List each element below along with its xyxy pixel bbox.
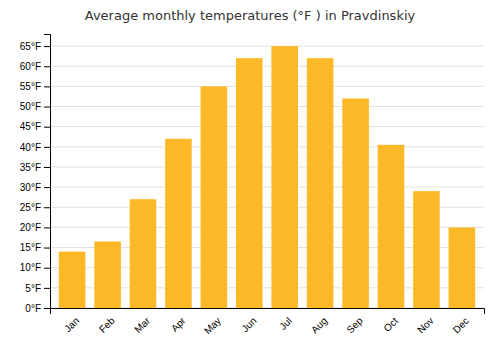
bar	[271, 46, 298, 308]
bar	[201, 86, 228, 308]
y-tick-label: 65°F	[20, 41, 41, 52]
x-tick-label: Sep	[344, 315, 365, 336]
x-tick: Aug	[309, 315, 329, 335]
y-tick: 65°F	[20, 41, 50, 52]
x-tick-label: Oct	[381, 315, 400, 334]
chart-svg: Average monthly temperatures (°F ) in Pr…	[0, 0, 500, 350]
grid-line	[50, 66, 484, 67]
y-tick-label: 35°F	[20, 162, 41, 173]
x-tick-label: Jan	[62, 315, 81, 334]
y-tick: 20°F	[20, 222, 50, 233]
grid-line	[50, 166, 484, 167]
y-tick-label: 5°F	[25, 283, 41, 294]
x-tick-label: Jun	[239, 315, 258, 334]
plot-area: 0°F 5°F 10°F 15°F 20°F 25°F 30°F 35°F 40°F 45°F 50…	[20, 35, 485, 337]
y-tick-label: 55°F	[20, 81, 41, 92]
y-tick-mark	[44, 207, 50, 208]
y-tick: 50°F	[20, 101, 50, 112]
y-tick-mark	[44, 66, 50, 67]
x-tick-label: Nov	[415, 315, 435, 335]
y-tick-label: 45°F	[20, 121, 41, 132]
y-tick-mark	[44, 308, 50, 309]
grid-line	[50, 146, 484, 147]
y-tick: 40°F	[20, 142, 50, 153]
y-tick-mark	[44, 167, 50, 168]
bar	[307, 58, 334, 308]
x-tick: Oct	[381, 315, 400, 334]
y-tick-label: 30°F	[20, 182, 41, 193]
y-tick-mark	[44, 248, 50, 249]
x-tick: Feb	[97, 315, 117, 335]
y-tick-label: 40°F	[20, 142, 41, 153]
chart-title: Average monthly temperatures (°F ) in Pr…	[85, 8, 416, 23]
x-tick: Dec	[451, 315, 471, 335]
y-tick-mark	[44, 86, 50, 87]
y-tick-label: 25°F	[20, 202, 41, 213]
x-tick: May	[202, 315, 223, 336]
bar	[342, 98, 369, 308]
y-tick-mark	[44, 227, 50, 228]
y-tick-mark	[44, 127, 50, 128]
bar	[94, 242, 121, 308]
bar	[165, 139, 192, 308]
y-tick-mark	[44, 107, 50, 108]
y-tick-label: 20°F	[20, 222, 41, 233]
y-tick-mark	[44, 46, 50, 47]
y-tick: 0°F	[25, 303, 50, 314]
x-tick: Apr	[169, 315, 188, 334]
x-axis: Jan Feb Mar Apr May Jun Jul Aug Sep Oct Nov Dec	[51, 309, 485, 337]
x-tick-label: Aug	[309, 315, 329, 335]
y-tick-mark	[44, 288, 50, 289]
bar	[413, 191, 440, 308]
x-tick-label: Mar	[132, 315, 152, 335]
bars	[59, 46, 475, 308]
x-tick: Sep	[344, 315, 365, 336]
x-tick-label: Jul	[277, 315, 294, 332]
y-tick-label: 10°F	[20, 262, 41, 273]
x-tick: Jun	[239, 315, 258, 334]
x-tick: Jul	[277, 315, 294, 332]
bar	[378, 145, 405, 308]
y-tick-label: 50°F	[20, 101, 41, 112]
y-tick: 5°F	[25, 283, 50, 294]
y-tick-mark	[44, 147, 50, 148]
bar	[449, 227, 476, 308]
x-tick: Jan	[62, 315, 81, 334]
y-tick-label: 0°F	[25, 303, 41, 314]
x-tick-label: Apr	[169, 315, 188, 334]
grid-line	[50, 126, 484, 127]
y-tick: 35°F	[20, 162, 50, 173]
bar	[130, 199, 157, 308]
grid-line	[50, 106, 484, 107]
y-tick: 55°F	[20, 81, 50, 92]
x-tick: Mar	[132, 315, 152, 335]
y-tick: 60°F	[20, 61, 50, 72]
grid-line	[50, 187, 484, 188]
x-axis-line	[51, 309, 485, 315]
grid-line	[50, 46, 484, 47]
bar	[236, 58, 263, 308]
y-tick: 25°F	[20, 202, 50, 213]
x-tick-label: Feb	[97, 315, 117, 335]
y-tick: 45°F	[20, 121, 50, 132]
grid-line	[50, 86, 484, 87]
x-tick: Nov	[415, 315, 435, 335]
grid	[50, 46, 484, 308]
y-tick-label: 60°F	[20, 61, 41, 72]
x-tick-label: May	[202, 315, 223, 336]
x-tick-label: Dec	[451, 315, 471, 335]
y-tick-mark	[44, 268, 50, 269]
y-tick: 30°F	[20, 182, 50, 193]
y-axis-line	[44, 35, 51, 309]
y-tick: 15°F	[20, 242, 50, 253]
y-tick: 10°F	[20, 262, 50, 273]
y-tick-label: 15°F	[20, 242, 41, 253]
bar	[59, 252, 86, 308]
y-tick-mark	[44, 187, 50, 188]
y-axis: 0°F 5°F 10°F 15°F 20°F 25°F 30°F 35°F 40°F 45°F 50…	[20, 35, 51, 314]
